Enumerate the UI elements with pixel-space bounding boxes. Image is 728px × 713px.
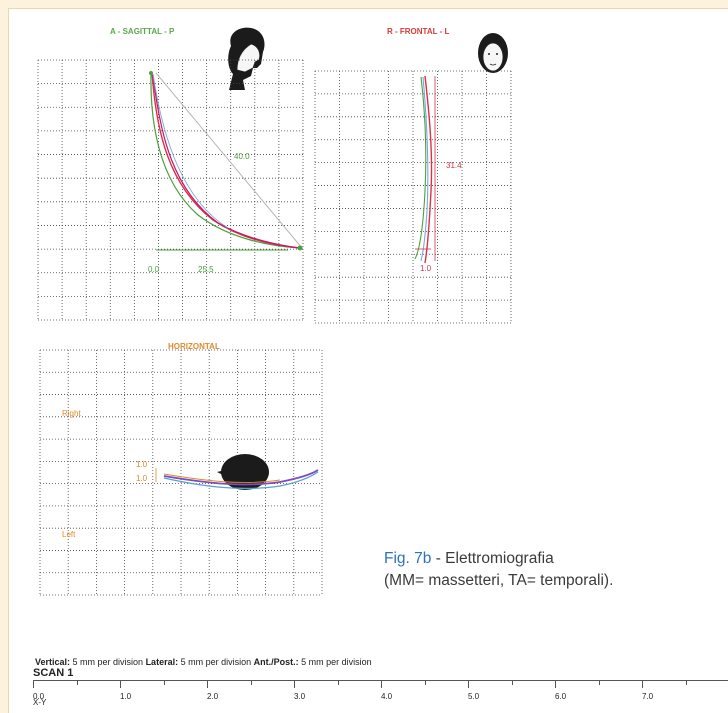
ruler-minor-tick bbox=[250, 681, 252, 685]
sagittal-start-point bbox=[149, 71, 153, 75]
ruler-tick bbox=[555, 681, 556, 688]
ruler-minor-tick bbox=[337, 681, 339, 685]
sagittal-green-path bbox=[150, 72, 301, 249]
vertical-label: Vertical: bbox=[35, 657, 71, 667]
ruler-minor-tick bbox=[163, 681, 165, 685]
frontal-vertical-value: 31.4 bbox=[446, 161, 462, 170]
frontal-green-path bbox=[414, 76, 427, 260]
ruler-minor-tick bbox=[76, 681, 78, 685]
ruler-tick-label: 7.0 bbox=[642, 692, 654, 701]
figure-number: Fig. 7b bbox=[384, 550, 432, 567]
scale-legend: Vertical: 5 mm per division Lateral: 5 m… bbox=[35, 657, 372, 667]
sagittal-blue-path bbox=[152, 73, 229, 229]
horizontal-right-label: Right bbox=[62, 409, 81, 418]
frontal-grid bbox=[314, 70, 512, 324]
frontal-panel: R - FRONTAL - L 31.4 1.0 bbox=[314, 27, 512, 324]
sagittal-red-path bbox=[151, 71, 301, 249]
ruler-tick bbox=[207, 681, 208, 688]
horizontal-orange-path bbox=[163, 473, 281, 483]
frontal-bottom-value: 1.0 bbox=[420, 264, 432, 273]
frontal-red-path bbox=[424, 75, 433, 264]
horizontal-blue-path bbox=[163, 471, 319, 490]
sagittal-bottom-value: 25.5 bbox=[198, 265, 214, 274]
sagittal-left-value: 0.0 bbox=[148, 265, 160, 274]
scan-ruler: 0.0 1.0 2.0 3.0 4.0 5.0 6.0 7.0 bbox=[33, 680, 728, 712]
ruler-tick-label: 4.0 bbox=[381, 692, 393, 701]
ruler-tick bbox=[468, 681, 469, 688]
ruler-tick-label: 1.0 bbox=[120, 692, 132, 701]
lateral-label: Lateral: bbox=[145, 657, 179, 667]
ruler-tick bbox=[294, 681, 295, 688]
lateral-value: 5 mm per division bbox=[178, 657, 254, 667]
head-top-icon bbox=[217, 454, 269, 490]
ruler-minor-tick bbox=[511, 681, 513, 685]
ruler-tick bbox=[120, 681, 121, 688]
ruler-minor-tick bbox=[685, 681, 687, 685]
horizontal-panel: HORIZONTAL Right Left 1.0 1.0 bbox=[39, 342, 323, 596]
figure-caption: Fig. 7b - Elettromiografia (MM= massette… bbox=[384, 548, 613, 592]
sagittal-chord-line bbox=[155, 72, 303, 249]
ruler-tick-label: 2.0 bbox=[207, 692, 219, 701]
vertical-value: 5 mm per division bbox=[70, 657, 146, 667]
frontal-title: R - FRONTAL - L bbox=[387, 27, 450, 36]
antpost-value: 5 mm per division bbox=[298, 657, 372, 667]
figure-frame bbox=[8, 8, 728, 713]
caption-title: - Elettromiografia bbox=[431, 550, 554, 567]
sagittal-panel: A - SAGITTAL - P 40.0 0.0 25.5 bbox=[37, 27, 304, 321]
scan-axis-label: X-Y bbox=[33, 698, 47, 707]
ruler-tick-label: 5.0 bbox=[468, 692, 480, 701]
sagittal-grid bbox=[37, 59, 304, 321]
horizontal-purple-path bbox=[163, 469, 319, 486]
ruler-tick-label: 3.0 bbox=[294, 692, 306, 701]
horizontal-left-label: Left bbox=[62, 530, 76, 539]
sagittal-end-point bbox=[297, 245, 303, 251]
horizontal-top-value: 1.0 bbox=[136, 460, 148, 469]
sagittal-magenta-path bbox=[152, 74, 301, 249]
ruler-tick-label: 0.0 bbox=[33, 692, 45, 701]
antpost-label: Ant./Post.: bbox=[253, 657, 299, 667]
ruler-tick bbox=[381, 681, 382, 688]
horizontal-bottom-value: 1.0 bbox=[136, 474, 148, 483]
frontal-blue-path bbox=[420, 76, 429, 262]
scan-title: SCAN 1 bbox=[33, 667, 74, 679]
horizontal-grid bbox=[39, 349, 323, 596]
ruler-tick bbox=[642, 681, 643, 688]
head-profile-icon bbox=[228, 27, 265, 90]
sagittal-title: A - SAGITTAL - P bbox=[110, 27, 175, 36]
ruler-minor-tick bbox=[598, 681, 600, 685]
ruler-tick bbox=[33, 681, 34, 688]
ruler-line bbox=[33, 680, 728, 681]
ruler-minor-tick bbox=[424, 681, 426, 685]
sagittal-diag-value: 40.0 bbox=[234, 152, 250, 161]
horizontal-curves bbox=[155, 468, 319, 490]
ruler-tick-label: 6.0 bbox=[555, 692, 567, 701]
caption-subtitle: (MM= massetteri, TA= temporali). bbox=[384, 572, 614, 589]
horizontal-title: HORIZONTAL bbox=[168, 342, 220, 351]
